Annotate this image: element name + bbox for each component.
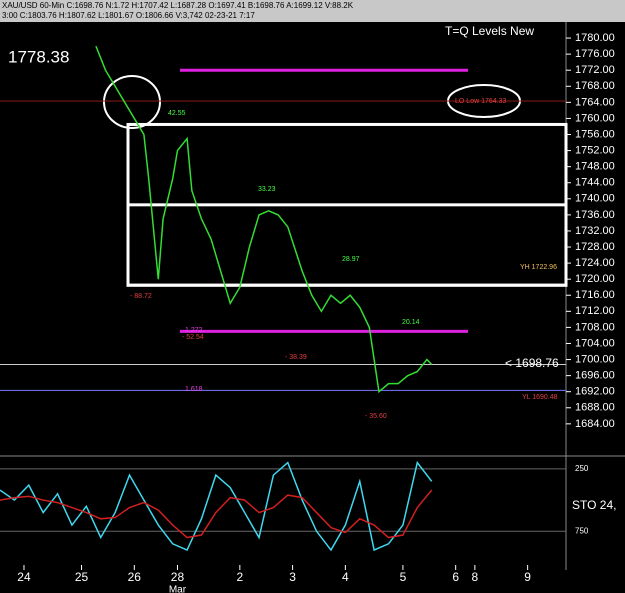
annotation: - 52.54: [182, 334, 204, 341]
y-tick-label: 1764.00: [575, 96, 615, 108]
header-line: 3:00 C:1803.76 H:1807.62 L:1801.67 O:180…: [2, 11, 255, 20]
annotation: - 88.72: [130, 293, 152, 300]
x-tick-label: 6: [452, 570, 459, 584]
y-tick-label: 1696.00: [575, 370, 615, 382]
y-tick-label: 1724.00: [575, 257, 615, 269]
zone-box: [126, 203, 568, 287]
y-tick-label: 1740.00: [575, 193, 615, 205]
y-tick-label: 250: [575, 464, 589, 473]
annotation: 20.14: [402, 319, 420, 326]
y-tick-label: 1772.00: [575, 64, 615, 76]
x-tick-label: 8: [472, 570, 479, 584]
y-tick-label: 1744.00: [575, 177, 615, 189]
y-tick-label: 1692.00: [575, 386, 615, 398]
x-tick-label: 4: [342, 570, 349, 584]
y-tick-label: 1756.00: [575, 128, 615, 140]
y-tick-label: 1748.00: [575, 161, 615, 173]
header-bar: [0, 0, 625, 22]
annotation: - 35.60: [365, 413, 387, 420]
annotation: 1.618: [185, 386, 203, 393]
y-tick-label: 1704.00: [575, 337, 615, 349]
x-tick-label: 24: [17, 570, 31, 584]
y-tick-label: 1732.00: [575, 225, 615, 237]
x-tick-label: 26: [128, 570, 142, 584]
x-tick-label: 3: [289, 570, 296, 584]
y-tick-label: 1768.00: [575, 80, 615, 92]
annotation: 28.97: [342, 256, 360, 263]
x-tick-label: 28: [171, 570, 185, 584]
y-tick-label: 1720.00: [575, 273, 615, 285]
y-tick-label: 1728.00: [575, 241, 615, 253]
panel-title: STO 24,: [572, 498, 616, 512]
y-tick-label: 1760.00: [575, 112, 615, 124]
y-tick-label: 1776.00: [575, 48, 615, 60]
y-tick-label: 1708.00: [575, 321, 615, 333]
annotation: YH 1722.96: [520, 264, 557, 271]
annotation: - 38.39: [285, 354, 307, 361]
x-month-label: Mar: [169, 585, 187, 593]
annotation: 42.55: [168, 110, 186, 117]
x-tick-label: 5: [400, 570, 407, 584]
y-tick-label: 1684.00: [575, 418, 615, 430]
x-tick-label: 2: [236, 570, 243, 584]
y-tick-label: 1712.00: [575, 305, 615, 317]
series-line: [0, 460, 433, 552]
x-tick-label: 9: [524, 570, 531, 584]
y-tick-label: 1736.00: [575, 209, 615, 221]
y-tick-label: 1716.00: [575, 289, 615, 301]
annotation: 33.23: [258, 186, 276, 193]
header-line: XAU/USD 60-Min C:1698.76 N:1.72 H:1707.4…: [2, 1, 354, 10]
y-tick-label: 750: [575, 526, 589, 535]
series-line: [0, 489, 433, 539]
annotation: YL 1690.48: [522, 394, 558, 401]
big-price: 1778.38: [8, 47, 69, 66]
y-tick-label: 1700.00: [575, 353, 615, 365]
series-line: [95, 45, 433, 394]
x-tick-label: 25: [75, 570, 89, 584]
y-tick-label: 1688.00: [575, 402, 615, 414]
y-tick-label: 1752.00: [575, 144, 615, 156]
y-tick-label: 1780.00: [575, 32, 615, 44]
annotation: LO Low 1764.33: [455, 98, 506, 105]
circle-note: [103, 75, 161, 129]
annotation: < 1698.76: [505, 356, 559, 370]
study-name: T=Q Levels New: [445, 24, 534, 38]
annotation: 1.272: [185, 327, 203, 334]
